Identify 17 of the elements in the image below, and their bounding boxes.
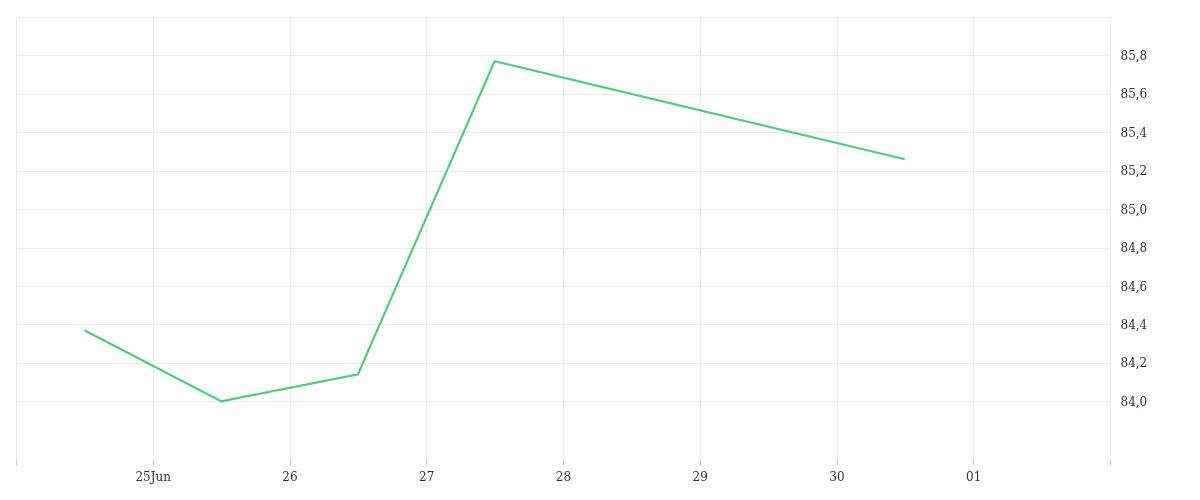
x-tick-label: 30 xyxy=(829,469,845,484)
y-tick-label: 85,6 xyxy=(1120,87,1148,102)
x-tick-label: 27 xyxy=(419,469,435,484)
x-tick-label: 26 xyxy=(282,469,298,484)
x-tick-label: 28 xyxy=(555,469,572,484)
y-tick-label: 84,0 xyxy=(1120,394,1148,409)
x-tick-label: 25Jun xyxy=(135,469,172,484)
y-tick-label: 84,6 xyxy=(1120,279,1148,294)
y-tick-label: 84,8 xyxy=(1120,241,1148,256)
y-tick-label: 84,2 xyxy=(1120,356,1148,371)
x-tick-label: 29 xyxy=(692,469,708,484)
x-tick-label: 01 xyxy=(966,469,982,484)
y-tick-label: 85,8 xyxy=(1120,48,1148,63)
y-tick-label: 84,4 xyxy=(1120,317,1148,332)
y-tick-label: 85,0 xyxy=(1120,202,1148,217)
y-tick-label: 85,4 xyxy=(1120,125,1148,140)
y-tick-label: 85,2 xyxy=(1120,164,1148,179)
